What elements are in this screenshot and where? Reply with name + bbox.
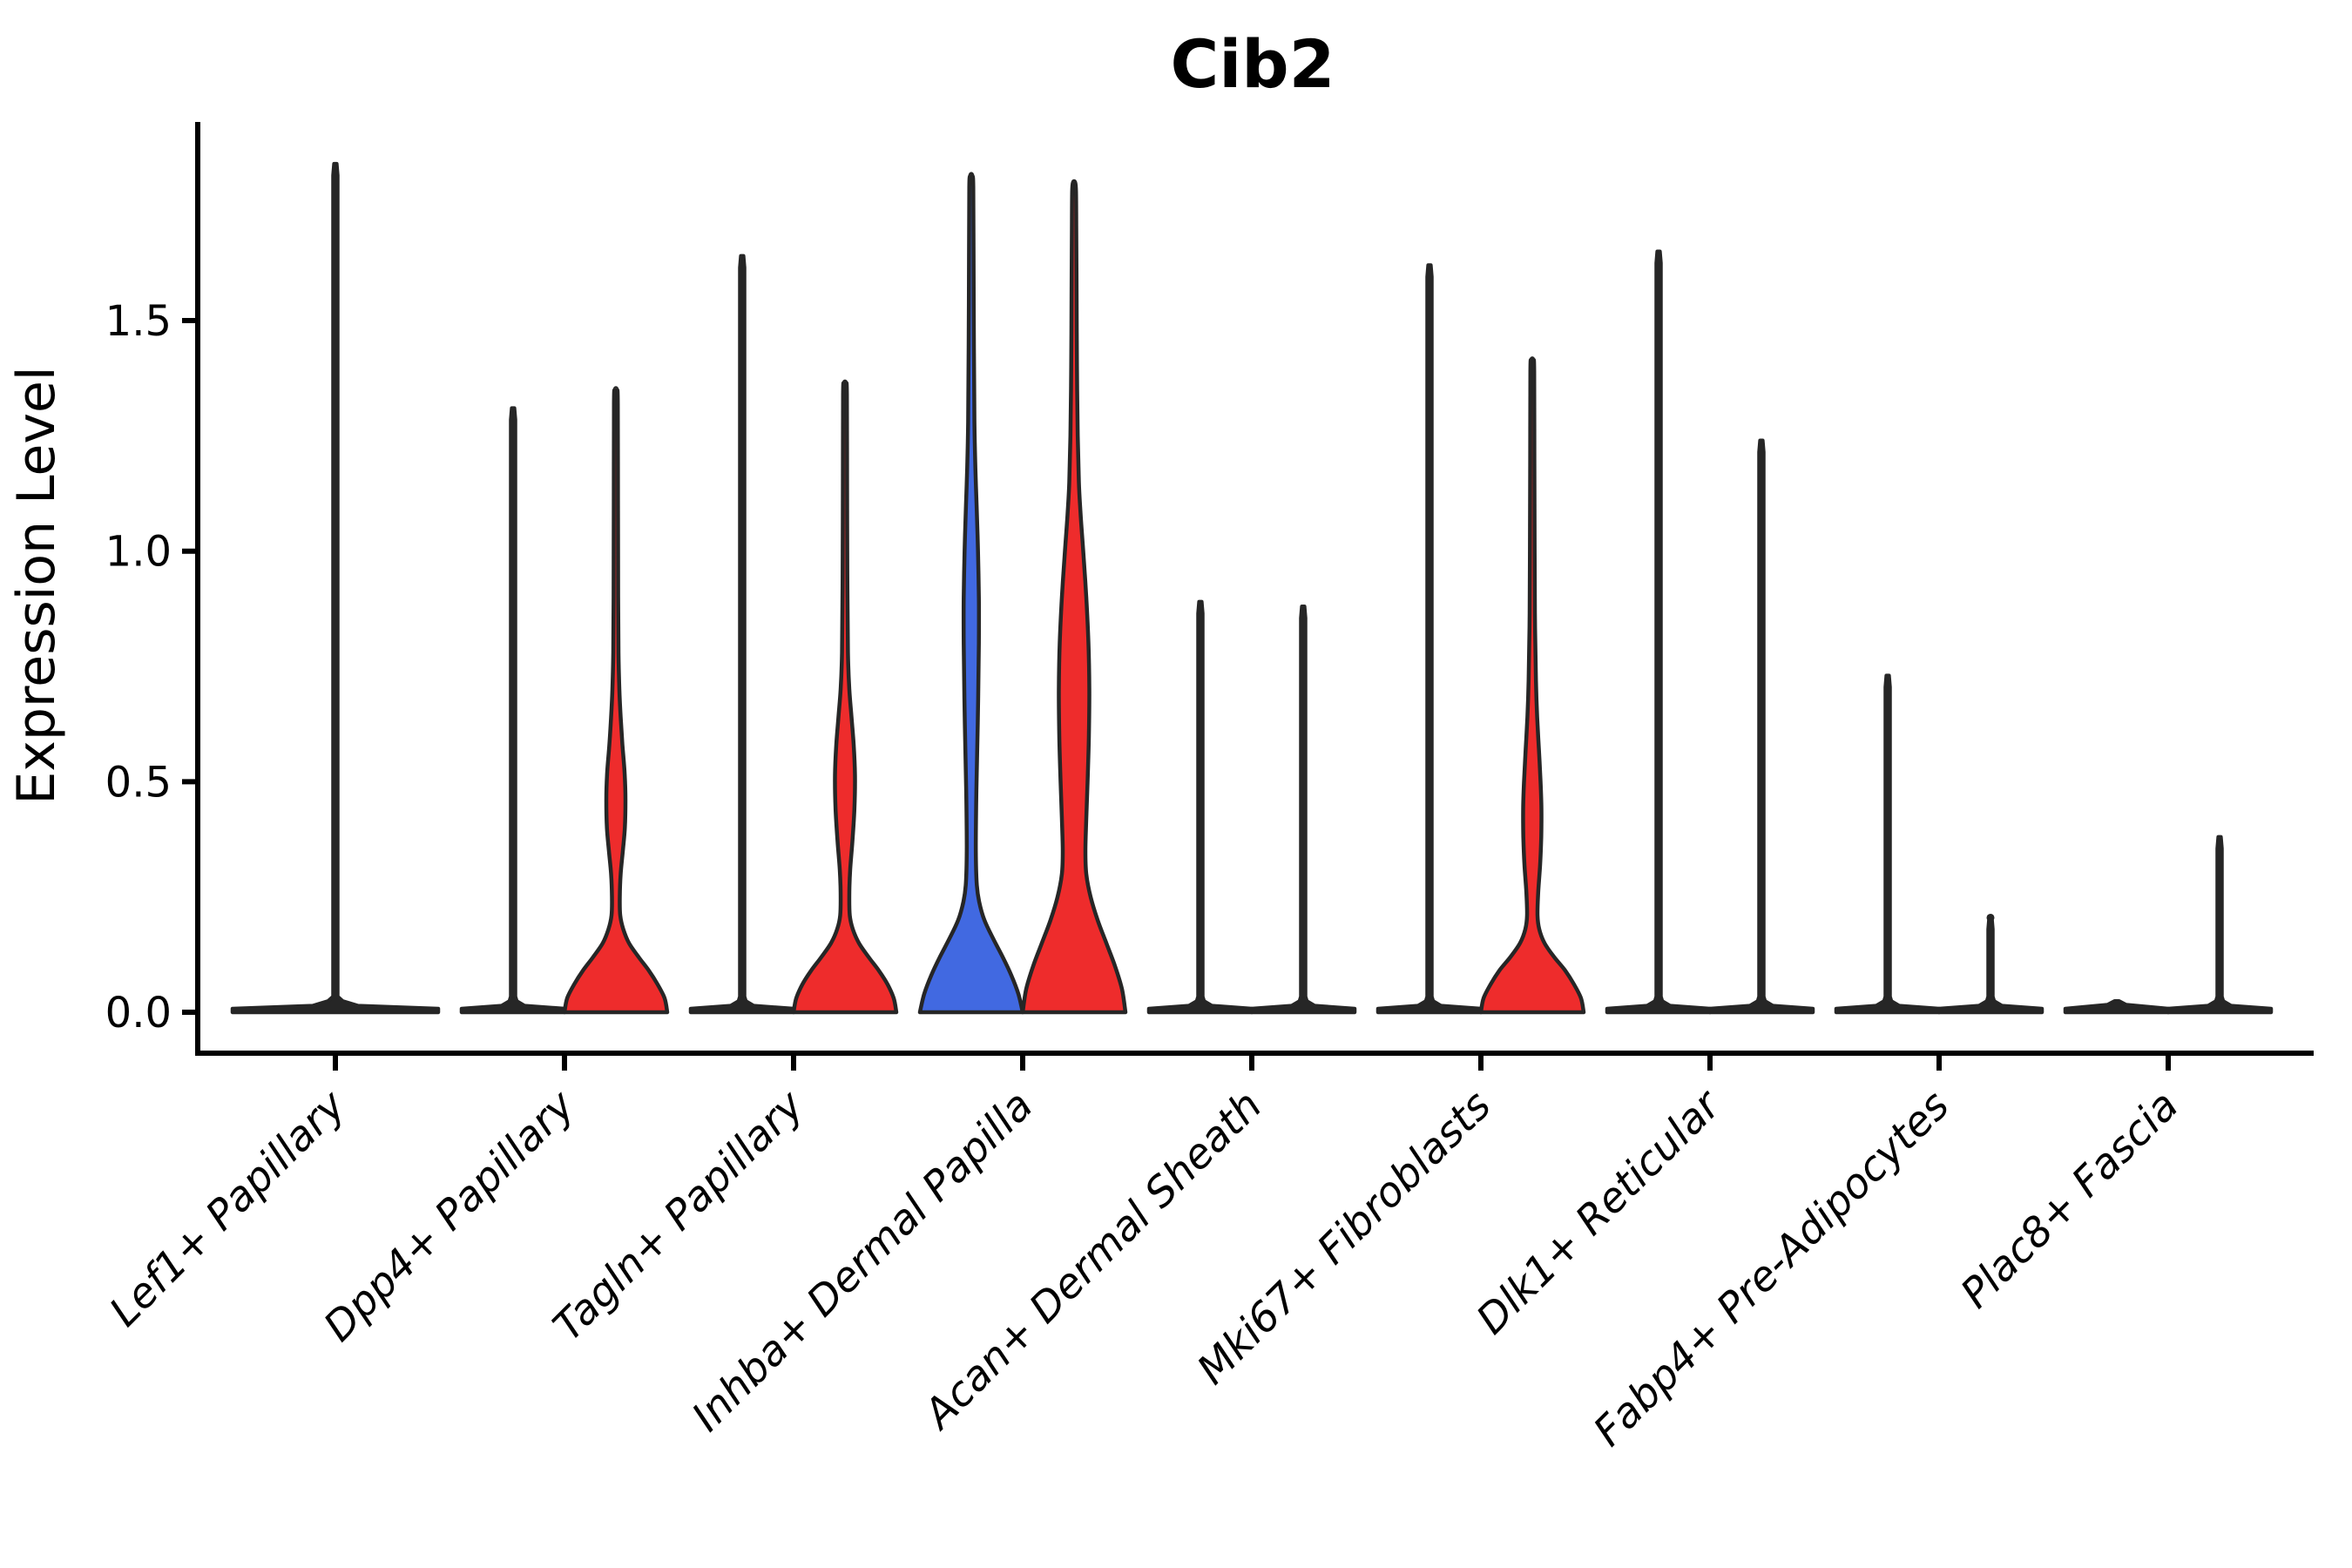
violin-spike: [1375, 263, 1484, 1015]
y-tick-label: 0.0: [105, 989, 172, 1037]
violin-spike: [1707, 438, 1815, 1015]
violin: [917, 172, 1025, 1015]
violin-point: [1986, 913, 1995, 922]
violin-spike: [1249, 604, 1357, 1015]
violin-spike: [1146, 599, 1254, 1015]
violin-spike: [230, 161, 441, 1015]
violins-layer: [230, 161, 2274, 1015]
y-axis-label: Expression Level: [6, 366, 67, 804]
violin-spike: [1605, 249, 1713, 1015]
violin: [1478, 356, 1586, 1015]
y-tick-label: 1.0: [105, 528, 172, 577]
violin: [562, 386, 670, 1015]
violin-spike: [688, 253, 796, 1015]
violin-spike: [1834, 673, 1942, 1015]
violin: [791, 379, 899, 1015]
violin-point: [1986, 939, 1995, 948]
violin-point: [1986, 929, 1995, 938]
y-tick-label: 0.5: [105, 758, 172, 807]
y-tick-label: 1.5: [105, 297, 172, 346]
violin-spike: [2166, 835, 2274, 1015]
violin-spike: [459, 406, 567, 1015]
violin: [1020, 179, 1128, 1015]
violin-spike: [2063, 999, 2171, 1015]
plot-title: Cib2: [1170, 25, 1335, 103]
